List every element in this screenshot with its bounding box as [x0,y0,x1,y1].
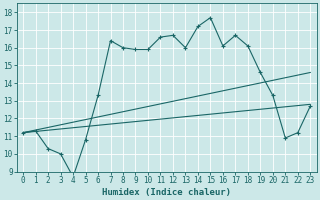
X-axis label: Humidex (Indice chaleur): Humidex (Indice chaleur) [102,188,231,197]
